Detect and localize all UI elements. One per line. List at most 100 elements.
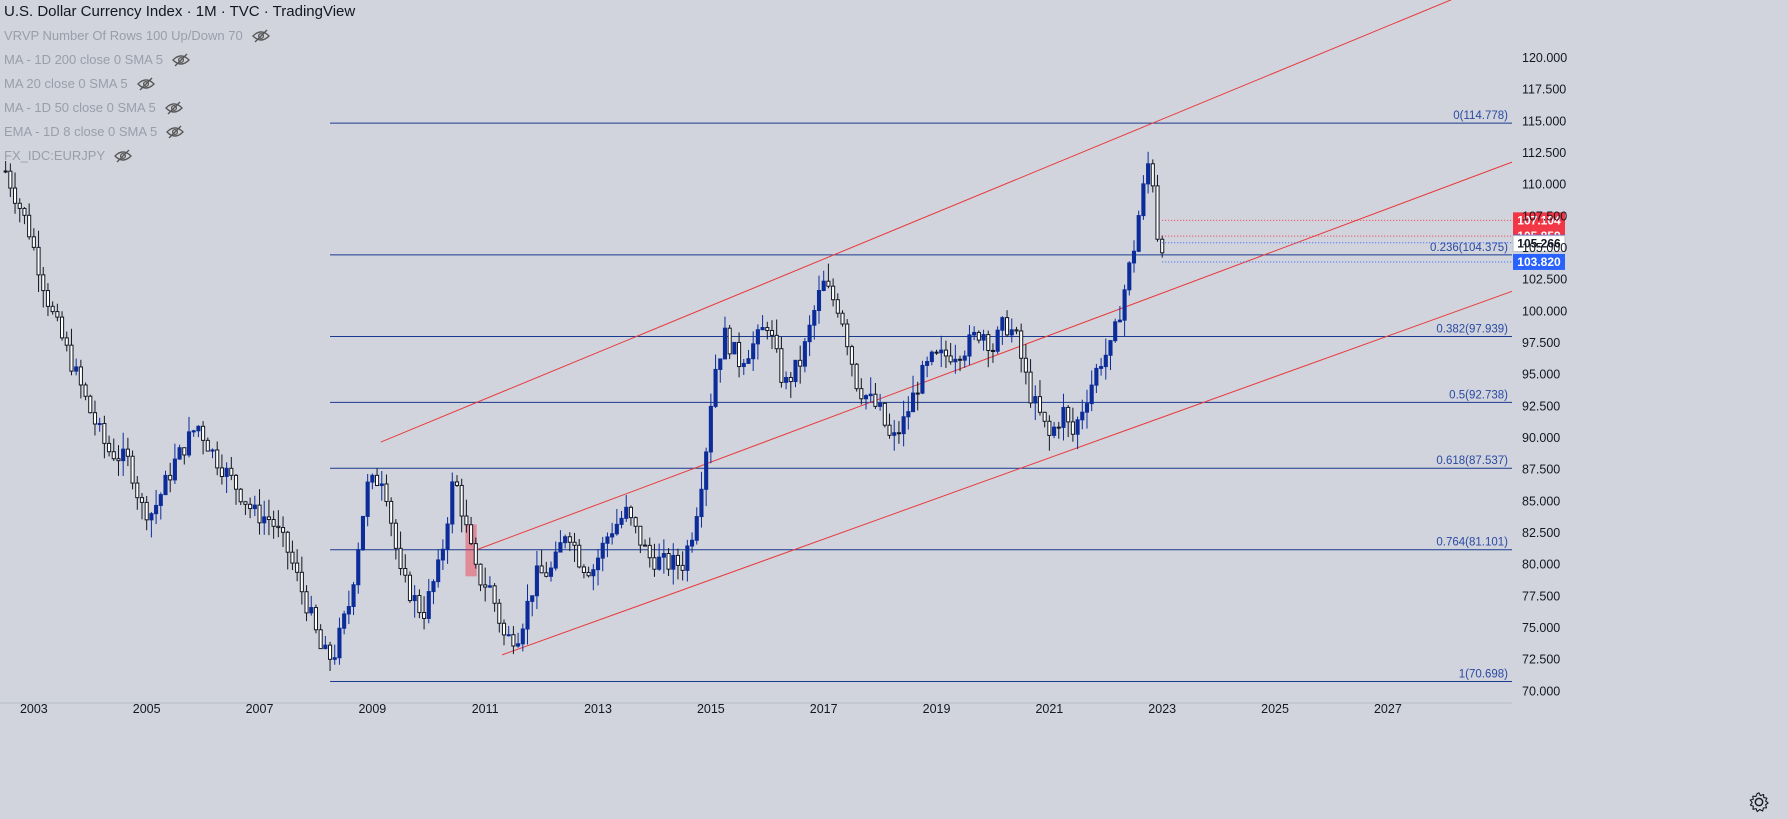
candle-body[interactable]: [1108, 340, 1113, 356]
candle-body[interactable]: [379, 483, 384, 487]
candle-body[interactable]: [332, 657, 337, 660]
candle-body[interactable]: [1033, 396, 1038, 404]
candle-body[interactable]: [1014, 329, 1019, 332]
candle-body[interactable]: [450, 481, 455, 525]
candle-body[interactable]: [873, 393, 878, 407]
candle-body[interactable]: [116, 458, 121, 462]
candle-body[interactable]: [769, 329, 775, 336]
candle-body[interactable]: [445, 523, 450, 550]
candle-body[interactable]: [967, 334, 972, 357]
candle-body[interactable]: [910, 392, 916, 413]
candle-body[interactable]: [1146, 163, 1151, 185]
candle-body[interactable]: [393, 522, 398, 549]
candle-body[interactable]: [1037, 396, 1043, 413]
candle-body[interactable]: [12, 187, 18, 204]
candle-body[interactable]: [276, 525, 281, 529]
candle-body[interactable]: [1042, 411, 1047, 422]
candle-body[interactable]: [553, 551, 558, 569]
candle-body[interactable]: [699, 488, 704, 518]
candle-body[interactable]: [111, 451, 116, 460]
plot-area[interactable]: [0, 0, 1512, 703]
candle-body[interactable]: [45, 290, 51, 307]
candle-body[interactable]: [807, 324, 812, 343]
candle-body[interactable]: [50, 305, 55, 313]
candle-body[interactable]: [229, 467, 234, 476]
candle-body[interactable]: [727, 327, 732, 355]
candle-body[interactable]: [337, 627, 342, 659]
candle-body[interactable]: [384, 483, 389, 502]
candle-body[interactable]: [398, 547, 403, 569]
eye-off-icon[interactable]: [164, 101, 183, 115]
candle-body[interactable]: [929, 351, 934, 363]
candle-body[interactable]: [454, 481, 460, 486]
candle-body[interactable]: [431, 581, 436, 593]
candle-body[interactable]: [548, 567, 554, 577]
candle-body[interactable]: [666, 553, 671, 570]
candle-body[interactable]: [779, 348, 784, 383]
candle-body[interactable]: [539, 565, 544, 574]
candle-body[interactable]: [3, 170, 8, 173]
candle-body[interactable]: [163, 474, 168, 496]
candle-body[interactable]: [751, 343, 756, 360]
candle-body[interactable]: [342, 613, 347, 629]
candle-body[interactable]: [558, 542, 563, 553]
candle-body[interactable]: [1094, 367, 1099, 386]
candle-body[interactable]: [154, 504, 159, 515]
candle-body[interactable]: [610, 533, 615, 538]
candle-body[interactable]: [624, 506, 629, 519]
candle-body[interactable]: [1066, 406, 1071, 423]
candle-body[interactable]: [595, 557, 601, 571]
candle-body[interactable]: [534, 565, 539, 597]
eye-off-icon[interactable]: [114, 149, 133, 163]
candle-body[interactable]: [168, 474, 173, 481]
candle-body[interactable]: [765, 327, 770, 331]
candle-body[interactable]: [8, 170, 13, 189]
candle-body[interactable]: [1089, 384, 1094, 405]
candle-body[interactable]: [760, 327, 765, 331]
candle-body[interactable]: [812, 309, 817, 326]
candle-body[interactable]: [854, 363, 859, 390]
candle-body[interactable]: [802, 341, 807, 367]
candle-body[interactable]: [356, 549, 361, 586]
candle-body[interactable]: [125, 448, 130, 457]
candle-body[interactable]: [685, 545, 690, 571]
candle-body[interactable]: [78, 366, 83, 386]
candle-body[interactable]: [1028, 371, 1033, 404]
candle-body[interactable]: [219, 467, 224, 478]
candle-body[interactable]: [1160, 238, 1165, 254]
candle-body[interactable]: [567, 536, 572, 543]
candle-body[interactable]: [172, 458, 177, 481]
indicator-row[interactable]: MA 20 close 0 SMA 5: [4, 72, 355, 96]
candle-body[interactable]: [60, 316, 65, 339]
candle-body[interactable]: [520, 628, 525, 645]
candle-body[interactable]: [1122, 289, 1127, 321]
candle-body[interactable]: [248, 503, 253, 510]
candle-body[interactable]: [1117, 319, 1122, 323]
candle-body[interactable]: [925, 361, 930, 366]
candle-body[interactable]: [798, 359, 803, 367]
candle-body[interactable]: [262, 516, 267, 524]
candle-body[interactable]: [233, 474, 239, 490]
candle-body[interactable]: [591, 569, 596, 577]
candle-body[interactable]: [788, 376, 793, 383]
candle-body[interactable]: [605, 536, 610, 544]
candle-body[interactable]: [346, 606, 351, 615]
candle-body[interactable]: [1084, 403, 1090, 413]
candle-body[interactable]: [224, 467, 229, 478]
candle-body[interactable]: [1141, 183, 1146, 217]
candle-body[interactable]: [619, 517, 624, 525]
candle-body[interactable]: [497, 602, 502, 624]
candle-body[interactable]: [713, 368, 718, 407]
candle-body[interactable]: [892, 432, 897, 436]
candle-body[interactable]: [1009, 329, 1014, 336]
candle-body[interactable]: [600, 542, 605, 559]
candle-body[interactable]: [586, 571, 591, 577]
candle-body[interactable]: [816, 289, 822, 311]
candle-body[interactable]: [64, 337, 69, 346]
candle-body[interactable]: [840, 312, 845, 325]
candle-body[interactable]: [102, 423, 107, 444]
candle-body[interactable]: [647, 544, 652, 559]
candle-body[interactable]: [205, 439, 210, 452]
candle-body[interactable]: [633, 517, 638, 527]
candle-body[interactable]: [628, 506, 633, 519]
